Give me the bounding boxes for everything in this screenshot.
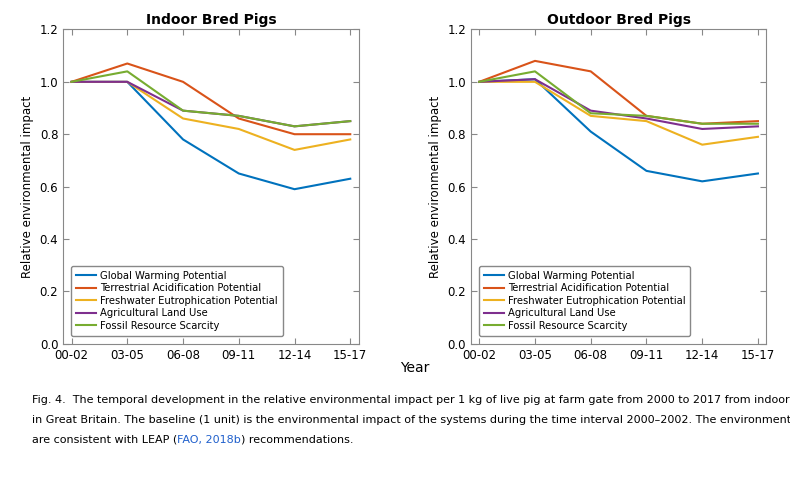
Text: Fig. 4.  The temporal development in the relative environmental impact per 1 kg : Fig. 4. The temporal development in the …	[32, 395, 790, 405]
Text: Year: Year	[400, 361, 430, 375]
Text: ) recommendations.: ) recommendations.	[241, 435, 353, 444]
Text: FAO, 2018b: FAO, 2018b	[177, 435, 241, 444]
Legend: Global Warming Potential, Terrestrial Acidification Potential, Freshwater Eutrop: Global Warming Potential, Terrestrial Ac…	[479, 266, 690, 335]
Y-axis label: Relative environmental impact: Relative environmental impact	[21, 95, 34, 278]
Title: Indoor Bred Pigs: Indoor Bred Pigs	[145, 13, 276, 27]
Text: in Great Britain. The baseline (1 unit) is the environmental impact of the syste: in Great Britain. The baseline (1 unit) …	[32, 415, 790, 425]
Y-axis label: Relative environmental impact: Relative environmental impact	[429, 95, 442, 278]
Text: are consistent with LEAP (: are consistent with LEAP (	[32, 435, 177, 444]
Title: Outdoor Bred Pigs: Outdoor Bred Pigs	[547, 13, 690, 27]
Legend: Global Warming Potential, Terrestrial Acidification Potential, Freshwater Eutrop: Global Warming Potential, Terrestrial Ac…	[71, 266, 283, 335]
